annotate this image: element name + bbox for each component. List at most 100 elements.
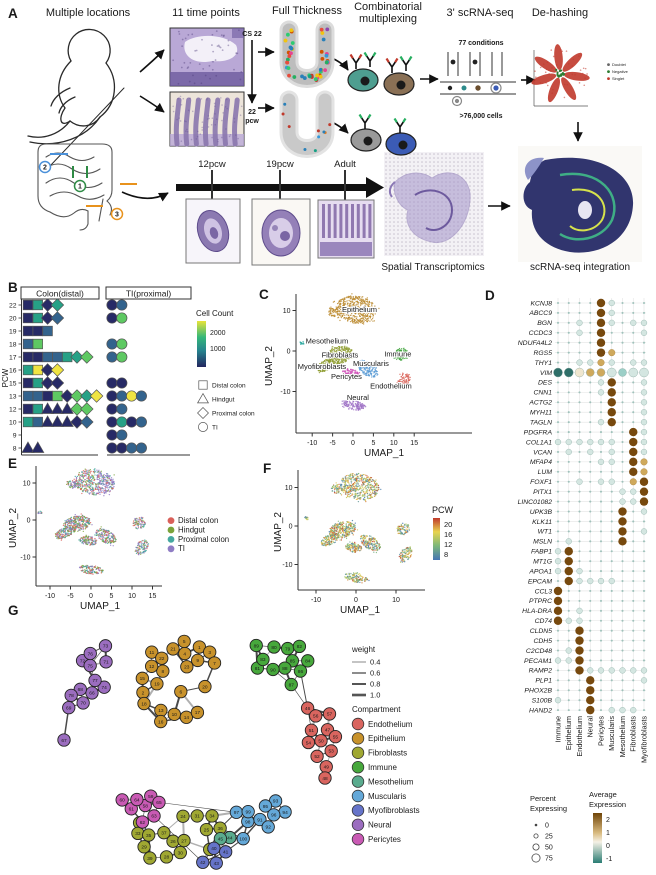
compartment-legend-label: Endothelium: [368, 720, 413, 729]
umap-cluster-endothelium-dots: [134, 539, 150, 556]
umap-cluster-fibroblasts-dots: [325, 345, 356, 367]
svg-text:1: 1: [606, 830, 610, 837]
graph-node: [130, 792, 144, 807]
celltype-column-label: Endothelium: [575, 716, 584, 757]
graph-node: [236, 832, 250, 846]
gene-label: FABP1: [531, 549, 552, 556]
cluster-label-neural: Neural: [347, 393, 369, 402]
umap-cluster-epithelium-dots: [70, 468, 115, 497]
dehash-legend-dot: [607, 70, 610, 73]
x-tick: 10: [128, 593, 136, 600]
graph-node: [166, 642, 180, 656]
compartment-legend-dot: [351, 775, 365, 788]
location-legend-label: Distal colon: [178, 516, 218, 525]
graph-node: [199, 822, 214, 837]
arrow-to-timeline: [121, 191, 169, 202]
graph-node: [115, 793, 129, 807]
x-tick: 5: [371, 440, 375, 447]
timeline-12pcw: 12pcw: [198, 159, 226, 170]
gene-label: MFAP4: [530, 459, 552, 466]
x-tick: -10: [307, 440, 317, 447]
dehash-legend-label: Doublet: [612, 62, 627, 67]
pcw-tick: 19: [9, 328, 17, 335]
gene-label: MYH11: [530, 410, 552, 417]
umap-cluster-immune-dots: [132, 516, 146, 530]
gene-label: FOXF1: [530, 479, 552, 486]
compartment-legend-dot: [351, 746, 365, 760]
umap-cluster-epithelium-dots: [332, 293, 380, 325]
graph-node: [309, 709, 323, 723]
compartment-legend-dot: [351, 804, 365, 817]
graph-node: [147, 809, 161, 823]
y-tick: 0: [289, 523, 293, 530]
graph-node: [304, 723, 319, 737]
graph-node: [76, 696, 90, 710]
x-tick: 15: [149, 593, 157, 600]
dehash-legend-label: Negative: [612, 69, 629, 74]
umap-cluster-fibroblasts-dots: [328, 519, 359, 541]
umap-cluster-epithelium-dots: [335, 472, 382, 503]
graph-node: [145, 645, 159, 659]
panel-a-label: A: [8, 6, 18, 21]
umap-cluster-neural-dots: [344, 572, 370, 584]
location-marker-2-num: 2: [43, 165, 47, 172]
graph-node: [293, 664, 308, 678]
location-marker-1: [73, 179, 87, 193]
gene-label: EPCAM: [528, 578, 553, 585]
gene-label: VIM: [540, 370, 552, 377]
graph-node: [88, 673, 102, 688]
gene-label: RGS5: [533, 350, 552, 357]
graph-node: [213, 832, 228, 846]
weight-legend-value: 0.8: [370, 680, 380, 689]
percent-legend-title: Percent: [530, 794, 557, 803]
x-tick: 15: [410, 440, 418, 447]
compartment-legend-label: Immune: [368, 763, 397, 772]
panel-b-label: B: [8, 280, 18, 295]
graph-node: [135, 671, 149, 685]
x-tick: -10: [45, 593, 55, 600]
celltype-column-label: Pericytes: [596, 716, 605, 746]
graph-node: [99, 655, 113, 669]
umap-cluster-myofibroblasts-dots: [316, 358, 336, 374]
gene-label: RAMP2: [529, 668, 553, 675]
cluster-label-muscularis: Muscularis: [353, 359, 389, 368]
x-tick: 0: [89, 593, 93, 600]
y-tick: 10: [285, 485, 293, 492]
panel-d-chart: KCNJ8 ABCC9 BGN CCDC3 NDUFA4L2 RGS5 THY1 VIM DES…: [518, 298, 649, 863]
gene-label: PTPRC: [529, 598, 552, 605]
x-tick: 0: [354, 597, 358, 604]
graph-node: [284, 677, 298, 692]
title-full-thickness: Full Thickness: [272, 5, 343, 17]
cellcount-legend-title: Cell Count: [196, 309, 234, 318]
timeline-image-19pcw: [251, 198, 311, 266]
graph-node: [98, 639, 113, 653]
umap-cluster-immune-dots: [396, 522, 410, 536]
graph-edges: [63, 640, 336, 864]
graph-node: [150, 677, 164, 691]
gene-label: CDH5: [533, 638, 552, 645]
graph-node: [135, 815, 150, 829]
weight-legend-value: 1.0: [370, 691, 380, 700]
compartment-legend-dot: [351, 833, 365, 846]
graph-node: [144, 659, 159, 673]
umap-cluster-endothelium-dots: [398, 546, 413, 563]
antibody-icon: [395, 120, 405, 133]
umap1-axis-label: UMAP_1: [80, 601, 120, 612]
dehash-petal: [531, 73, 557, 85]
antibody-icon: [401, 58, 411, 71]
conditions-label: 77 conditions: [458, 40, 503, 47]
graph-node: [173, 845, 187, 860]
umap-cluster-pericytes-dots: [342, 368, 361, 379]
umap-cluster-epithelium-dots: [65, 480, 79, 489]
graph-node: [328, 729, 343, 744]
cluster-label-fibroblasts: Fibroblasts: [322, 350, 359, 359]
graph-node: [174, 684, 188, 699]
graph-node: [267, 808, 281, 822]
graph-node: [190, 705, 205, 720]
gene-label: TAGLN: [530, 419, 552, 426]
panel-g-label: G: [8, 603, 19, 618]
svg-text:0: 0: [606, 843, 610, 850]
graph-node: [190, 809, 204, 823]
gene-label: CLDN5: [530, 628, 553, 635]
